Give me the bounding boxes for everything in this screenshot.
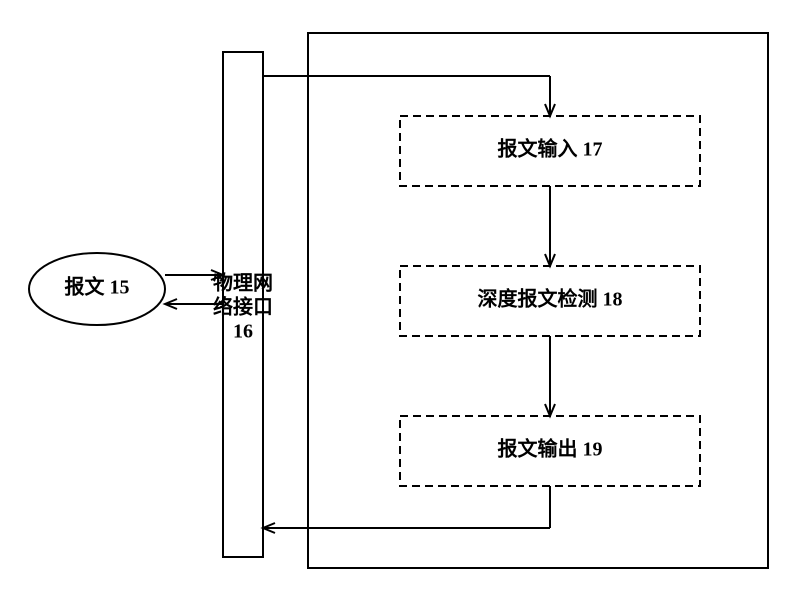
iface-label-line: 络接口 — [213, 295, 273, 319]
node-input-label: 报文输入 17 — [498, 137, 603, 161]
node-output-label: 报文输出 19 — [498, 437, 603, 461]
node-message-label: 报文 15 — [65, 275, 130, 299]
edge-msg-to-iface — [165, 270, 223, 280]
edge-input-to-dpi — [545, 186, 555, 266]
edge-output-to-iface-h — [263, 523, 550, 533]
edge-iface-to-input-v — [545, 76, 555, 116]
edge-dpi-to-output — [545, 336, 555, 416]
iface-label-line: 16 — [233, 321, 253, 343]
node-dpi-label: 深度报文检测 18 — [478, 287, 623, 311]
